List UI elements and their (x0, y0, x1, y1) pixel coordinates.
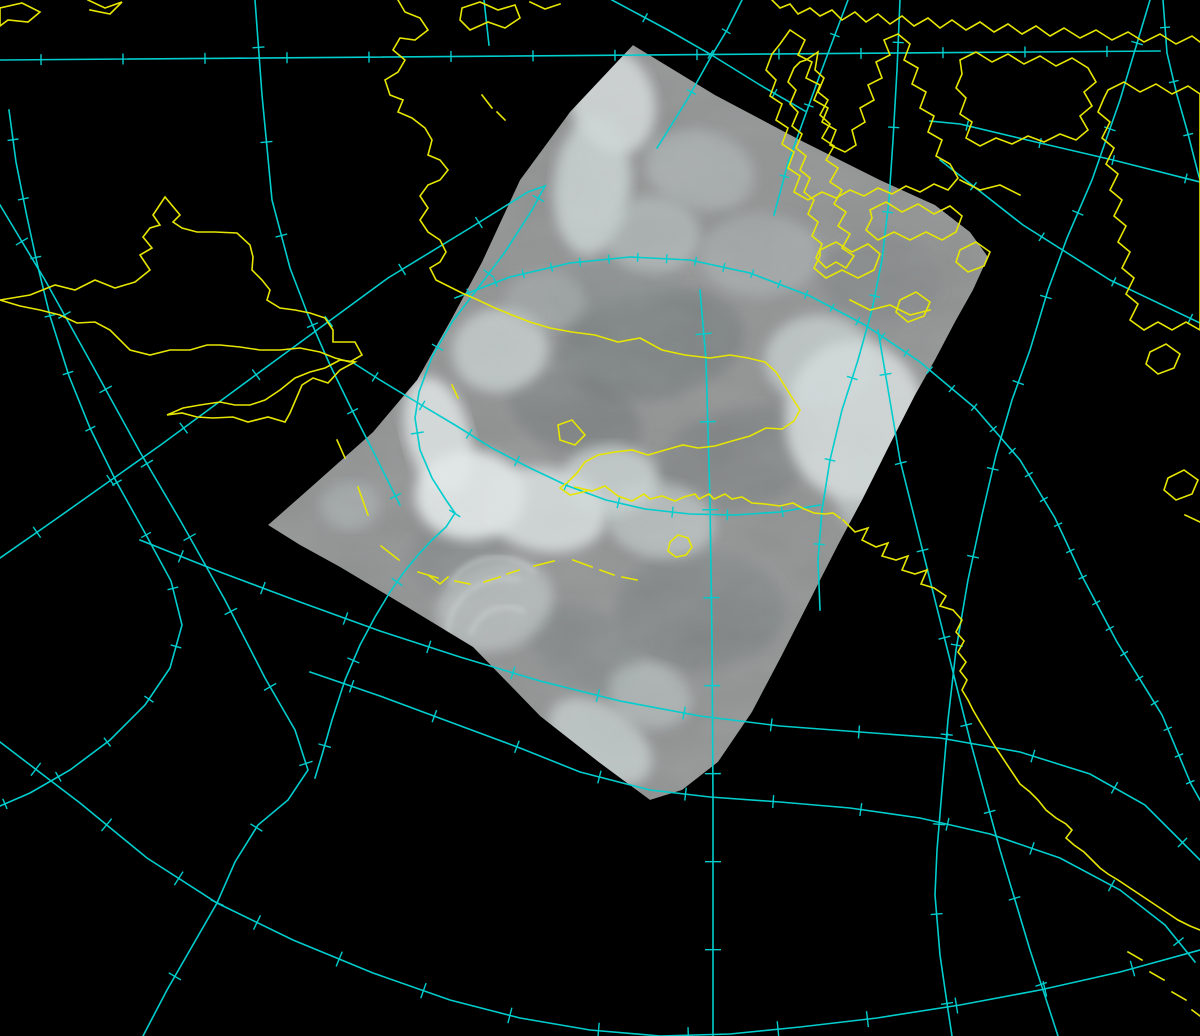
coast-corner-squiggle-nw (86, 0, 123, 15)
coast-chukotka-coast (384, 0, 801, 496)
coast-island-dash (450, 383, 460, 400)
graticule-parallel-bottom (0, 740, 1200, 1036)
coast-wrangel-island (459, 1, 521, 31)
coast-island-dash (1126, 950, 1144, 962)
coast-island-dash (598, 568, 616, 577)
coast-island-dash (1190, 1008, 1200, 1017)
coast-island-dash (495, 110, 507, 122)
coast-arctic-mid-island-3 (895, 291, 931, 323)
graticule-parallel-sw1 (138, 538, 1200, 862)
coast-arctic-mid-island-2 (813, 241, 881, 279)
coast-island-dash (480, 93, 494, 110)
graticule-meridian-center-v (695, 289, 721, 1036)
coast-island-dash (426, 573, 450, 586)
coast-island-dash (505, 568, 521, 576)
coast-west-banks-band (787, 50, 856, 270)
coast-alaska-south-coast (574, 485, 842, 520)
coast-island-dash (454, 580, 471, 585)
coast-island-dash (1183, 513, 1200, 523)
coast-siberia-main (0, 195, 364, 363)
coast-arctic-mid-island-4 (955, 241, 991, 273)
coast-siberia-strip (166, 359, 358, 423)
graticule-parallel-ne (929, 120, 1200, 184)
graticule-meridian-snake-west (0, 184, 547, 779)
coast-arctic-channel-line-2 (958, 178, 1022, 197)
graticule-parallel-sw2 (308, 670, 1197, 964)
graticule-meridian-m3a (773, 0, 849, 216)
coast-island-dash (1148, 970, 1166, 982)
coast-baffin-right-edge (1097, 81, 1200, 331)
coast-island-dash (1170, 990, 1188, 1002)
graticule-parallel-d2 (938, 158, 1200, 324)
graticule-meridian-se2 (930, 0, 1151, 1036)
graticule-meridian-nw (252, 0, 402, 507)
coast-island-dash (335, 438, 347, 460)
coast-right-edge-islet-1 (1145, 343, 1181, 375)
coast-arctic-mid-island-1 (865, 201, 963, 241)
graticule-meridian-se1 (877, 329, 1059, 1036)
coast-seward-islet (667, 534, 693, 558)
graticule-meridian-m2 (655, 0, 743, 150)
coast-arctic-channel-line-1 (848, 298, 931, 316)
coast-devon-cluster (955, 51, 1098, 147)
graticule-meridian-tr-corner (1160, 0, 1200, 181)
coast-wrangel-dash-line (528, 0, 562, 10)
coast-island-dash (482, 575, 502, 584)
graticule-meridian-far-west (0, 109, 183, 810)
coast-island-dash (533, 560, 555, 567)
coast-island-dash (356, 485, 370, 517)
coast-island-dash (379, 544, 401, 562)
coast-alaska-peninsula-chain (841, 518, 1200, 931)
graticule-meridian-m3b (813, 0, 904, 611)
graticule-parallel-c5 (610, 0, 807, 113)
coast-st-lawrence-island (557, 419, 587, 446)
coast-north-chain-band (770, 0, 1200, 45)
graticule-parallel-80n (453, 252, 1200, 802)
coast-right-edge-islet-2 (1163, 469, 1199, 501)
coast-island-dash (621, 576, 638, 581)
coast-corner-island-nw (0, 2, 42, 27)
graticule-parallel-top (0, 45, 1161, 66)
coast-ellesmere-cluster (765, 28, 959, 201)
coast-island-dash (571, 558, 594, 569)
